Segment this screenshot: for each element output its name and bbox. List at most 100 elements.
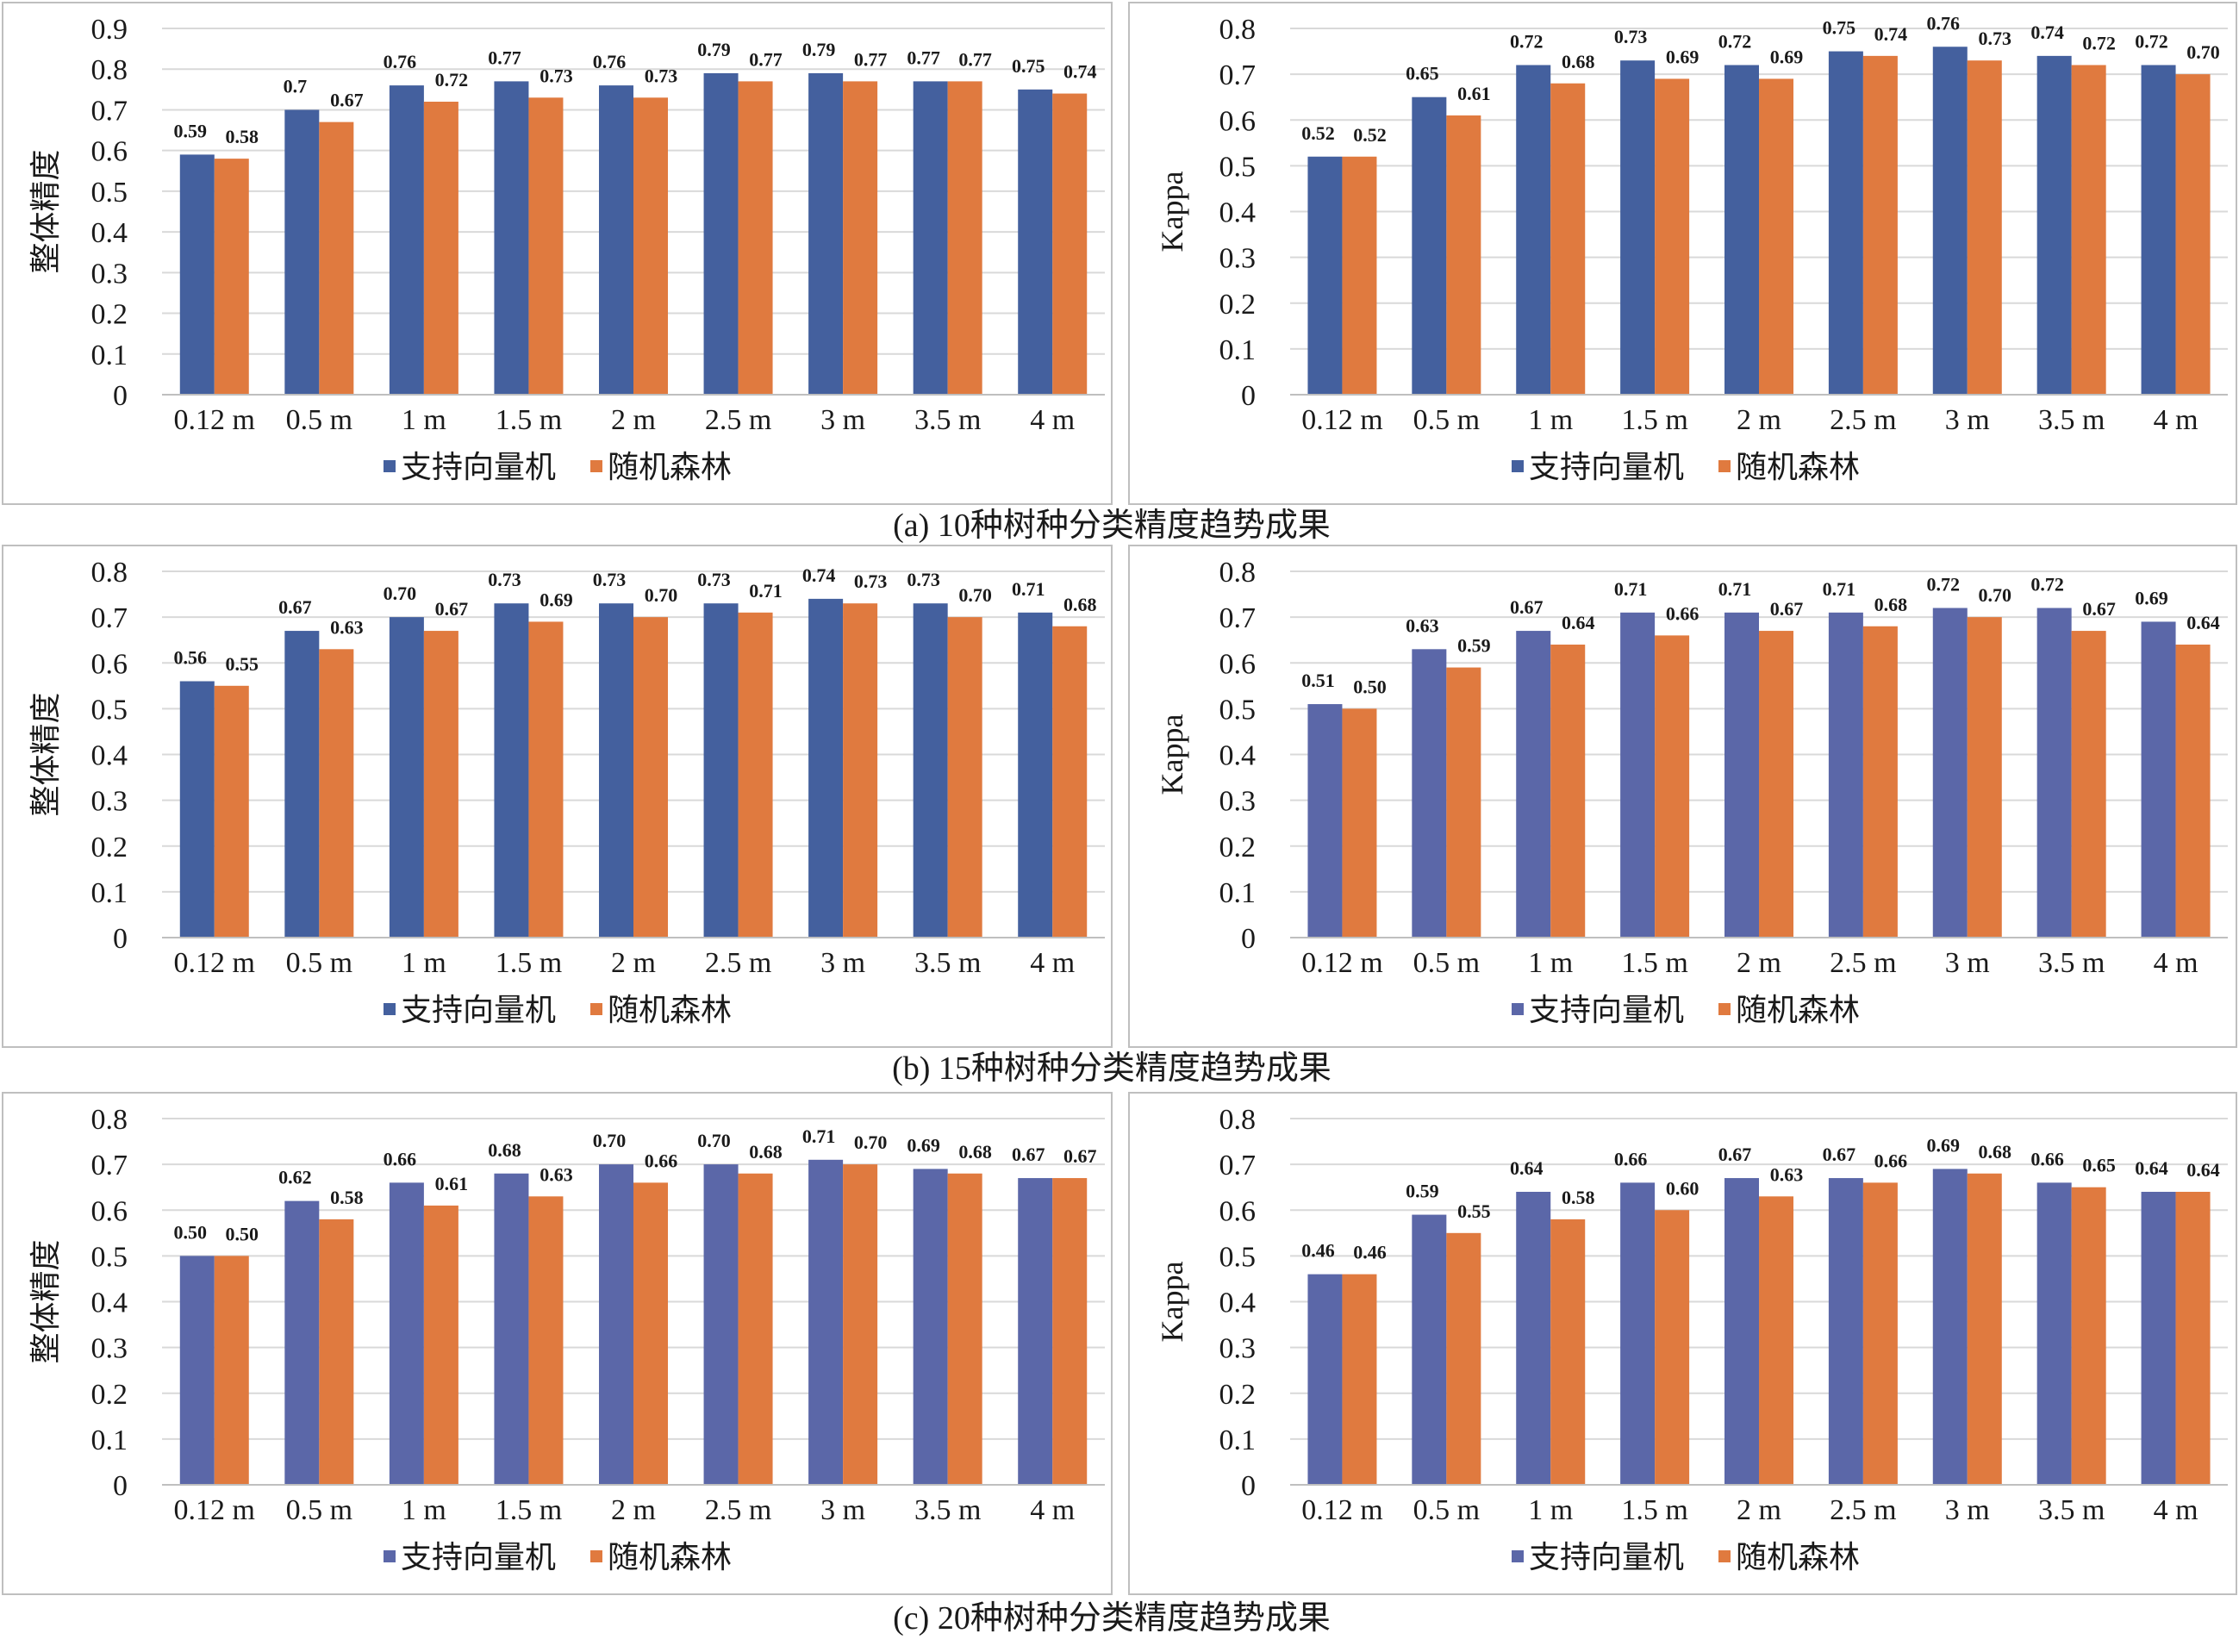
legend-svm-swatch xyxy=(384,1003,396,1015)
data-label: 0.63 xyxy=(1770,1163,1804,1185)
x-tick-label: 3.5 m xyxy=(2038,404,2105,436)
data-label: 0.55 xyxy=(1457,1200,1491,1222)
y-tick-label: 0.6 xyxy=(91,1195,128,1227)
y-tick-label: 0.2 xyxy=(91,1379,128,1411)
x-tick-label: 0.5 m xyxy=(286,404,352,436)
svm-bar xyxy=(1932,47,1968,395)
data-label: 0.50 xyxy=(226,1223,259,1244)
x-tick-label: 3 m xyxy=(1945,1494,1990,1526)
legend-label: 随机森林 xyxy=(1736,1540,1860,1574)
data-label: 0.71 xyxy=(749,580,783,602)
y-tick-label: 0.5 xyxy=(1219,151,1257,183)
data-label: 0.70 xyxy=(384,583,417,604)
data-label: 0.61 xyxy=(435,1173,469,1194)
data-label: 0.50 xyxy=(1353,676,1387,697)
y-tick-label: 0.1 xyxy=(91,340,128,371)
y-axis-label: 整体精度 xyxy=(28,149,63,273)
data-label: 0.70 xyxy=(1979,584,2012,606)
legend-label: 随机森林 xyxy=(608,450,732,484)
data-label: 0.76 xyxy=(593,51,627,72)
rf-bar xyxy=(738,81,773,395)
data-label: 0.67 xyxy=(1823,1144,1856,1165)
svm-bar xyxy=(703,1164,739,1485)
svm-bar xyxy=(1932,1169,1968,1485)
data-label: 0.75 xyxy=(1012,55,1045,77)
data-label: 0.67 xyxy=(1063,1145,1097,1167)
data-label: 0.77 xyxy=(749,48,783,70)
svm-bar xyxy=(389,85,424,395)
svm-bar xyxy=(284,631,320,938)
chart-panel-3: 0 0.1 0.2 0.3 0.4 0.5 0.6 0.7 0.8 Kappa 0.51 0.50 0.… xyxy=(1128,545,2237,1048)
data-label: 0.61 xyxy=(1457,83,1491,104)
data-label: 0.77 xyxy=(488,47,521,68)
data-label: 0.55 xyxy=(226,653,259,675)
svm-bar xyxy=(284,1200,320,1485)
data-label: 0.72 xyxy=(1718,31,1752,53)
y-tick-label: 0.2 xyxy=(1219,289,1257,321)
x-tick-label: 4 m xyxy=(2154,947,2198,979)
y-tick-label: 0.4 xyxy=(91,740,128,772)
x-tick-label: 1 m xyxy=(402,947,446,979)
y-tick-label: 0.1 xyxy=(91,877,128,909)
y-tick-label: 0.7 xyxy=(91,1150,128,1181)
x-tick-label: 1.5 m xyxy=(1621,947,1687,979)
y-tick-label: 0 xyxy=(113,923,128,955)
legend-label: 随机森林 xyxy=(1736,993,1860,1027)
x-tick-label: 4 m xyxy=(2154,404,2198,436)
y-tick-label: 0.4 xyxy=(91,217,128,249)
data-label: 0.67 xyxy=(2082,598,2116,620)
y-tick-label: 0.6 xyxy=(1219,105,1257,137)
legend-rf-swatch xyxy=(590,460,602,472)
data-label: 0.71 xyxy=(1614,578,1648,600)
data-label: 0.64 xyxy=(2186,612,2220,633)
svm-bar xyxy=(2036,608,2072,938)
legend-label: 随机森林 xyxy=(608,993,732,1027)
svm-bar xyxy=(703,603,739,938)
svm-bar xyxy=(2036,1182,2072,1485)
data-label: 0.69 xyxy=(539,589,573,610)
data-label: 0.73 xyxy=(539,65,573,86)
svm-bar xyxy=(808,72,844,395)
legend-label: 随机森林 xyxy=(608,1540,732,1574)
data-label: 0.68 xyxy=(1874,594,1908,615)
legend-svm-swatch xyxy=(384,1550,396,1562)
svm-bar xyxy=(1724,1178,1759,1485)
rf-bar xyxy=(1655,78,1690,395)
y-tick-label: 0 xyxy=(113,1470,128,1502)
data-label: 0.67 xyxy=(330,90,364,111)
data-label: 0.58 xyxy=(330,1187,364,1208)
data-label: 0.73 xyxy=(593,569,627,590)
rf-bar xyxy=(214,159,249,395)
data-label: 0.66 xyxy=(384,1148,417,1169)
x-tick-label: 1 m xyxy=(1528,947,1573,979)
x-tick-label: 2 m xyxy=(611,1494,656,1526)
rf-bar xyxy=(1446,115,1481,395)
y-tick-label: 0.1 xyxy=(1219,877,1257,909)
legend-label: 支持向量机 xyxy=(401,993,556,1027)
y-tick-label: 0.3 xyxy=(1219,1333,1257,1365)
data-label: 0.56 xyxy=(174,647,208,669)
chart-panel-4: 0 0.1 0.2 0.3 0.4 0.5 0.6 0.7 0.8 整体精度 0.50 0.50 0.1… xyxy=(2,1092,1113,1595)
x-tick-label: 0.12 m xyxy=(1301,947,1382,979)
svm-bar xyxy=(179,681,215,938)
rf-bar xyxy=(1342,708,1377,938)
rf-bar xyxy=(947,81,982,395)
x-tick-label: 1.5 m xyxy=(496,1494,562,1526)
data-label: 0.64 xyxy=(1510,1157,1544,1179)
y-tick-label: 0.6 xyxy=(91,136,128,168)
x-tick-label: 2.5 m xyxy=(1830,947,1896,979)
rf-bar xyxy=(1052,93,1088,396)
data-label: 0.73 xyxy=(697,569,731,590)
y-tick-label: 0.5 xyxy=(91,1241,128,1273)
svm-bar xyxy=(808,1159,844,1485)
data-label: 0.67 xyxy=(1770,598,1804,620)
data-label: 0.79 xyxy=(802,39,836,60)
rf-bar xyxy=(2175,645,2211,938)
legend-label: 支持向量机 xyxy=(1529,1540,1684,1574)
svm-bar xyxy=(2036,55,2072,395)
data-label: 0.65 xyxy=(2082,1155,2116,1176)
svm-bar xyxy=(1412,649,1447,938)
data-label: 0.51 xyxy=(1301,670,1335,691)
legend-svm-swatch xyxy=(384,460,396,472)
chart-panel-5: 0 0.1 0.2 0.3 0.4 0.5 0.6 0.7 0.8 Kappa 0.46 0.46 0.… xyxy=(1128,1092,2237,1595)
